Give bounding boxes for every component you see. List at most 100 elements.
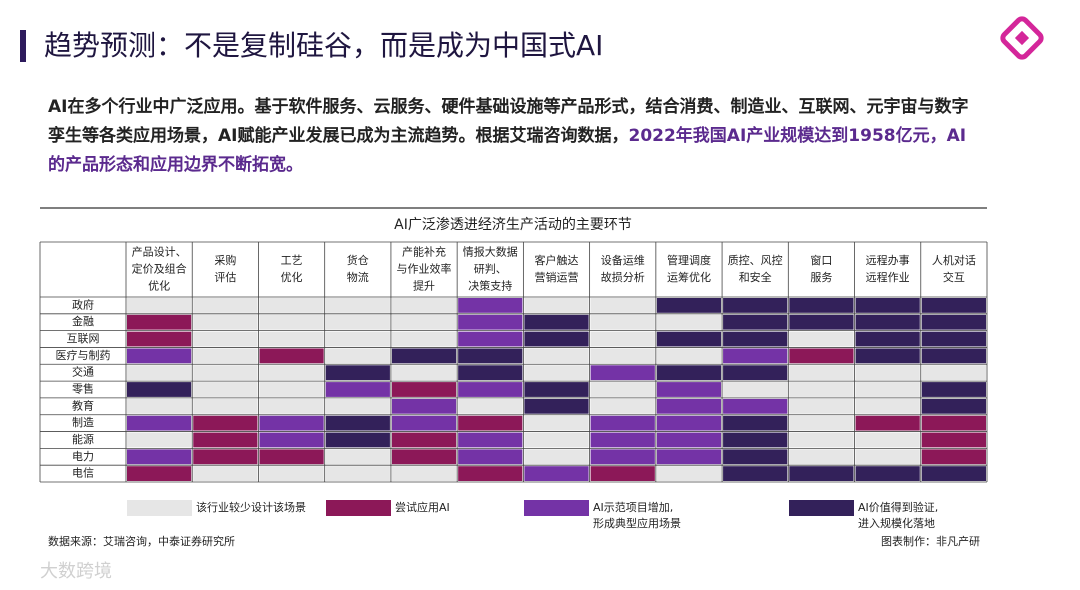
body-segment: AI在多个行业中广泛应用。基于软件服务、云服务、硬件基础设施等产品形式，结合消费… <box>48 97 969 146</box>
cell <box>127 382 192 397</box>
cell <box>921 348 986 364</box>
cell <box>259 398 324 414</box>
cell <box>127 398 192 414</box>
row-label: 电力 <box>72 450 94 463</box>
cell <box>656 382 722 397</box>
cell <box>921 298 986 313</box>
cell <box>656 466 722 481</box>
cell <box>391 449 457 465</box>
cell <box>524 382 589 397</box>
cell <box>921 449 986 465</box>
cell <box>259 365 324 381</box>
row-label: 政府 <box>72 297 94 311</box>
cell <box>391 348 457 364</box>
cell <box>590 382 655 397</box>
cell <box>590 314 655 330</box>
cell <box>193 365 258 381</box>
cell <box>656 365 722 381</box>
cell <box>855 398 920 414</box>
legend-label: AI价值得到验证, <box>858 500 938 514</box>
cell <box>259 415 324 431</box>
cell <box>127 348 192 364</box>
cell <box>259 331 324 347</box>
cell <box>723 432 788 448</box>
cell <box>921 466 986 481</box>
column-header: 采购 <box>214 253 236 267</box>
cell <box>524 331 589 347</box>
cell <box>127 331 192 347</box>
cell <box>789 466 854 481</box>
cell <box>590 466 655 481</box>
column-header: 人机对话 <box>932 253 976 267</box>
cell <box>656 432 722 448</box>
column-header: 设备运维 <box>601 253 645 267</box>
legend-swatch <box>127 500 192 516</box>
column-header: 营销运营 <box>535 270 579 284</box>
cell <box>590 365 655 381</box>
row-label: 互联网 <box>67 332 100 345</box>
cell <box>590 398 655 414</box>
column-header: 评估 <box>214 271 236 284</box>
cell <box>127 314 192 330</box>
cell <box>458 348 523 364</box>
column-header: 与作业效率 <box>397 262 452 276</box>
cell <box>391 432 457 448</box>
legend-swatch <box>789 500 854 516</box>
cell <box>855 415 920 431</box>
cell <box>921 314 986 330</box>
cell <box>193 382 258 397</box>
row-label: 制造 <box>72 415 94 429</box>
cell <box>590 298 655 313</box>
row-label: 电信 <box>72 467 94 480</box>
cell <box>656 398 722 414</box>
cell <box>391 466 457 481</box>
column-header: 优化 <box>148 279 170 293</box>
row-label: 能源 <box>72 432 94 446</box>
legend-label: 尝试应用AI <box>395 500 450 514</box>
cell <box>259 432 324 448</box>
cell <box>259 348 324 364</box>
column-header: 窗口 <box>810 253 832 267</box>
cell <box>391 398 457 414</box>
cell <box>723 466 788 481</box>
logo <box>1000 16 1044 60</box>
cell <box>723 348 788 364</box>
column-header: 运筹优化 <box>667 270 711 284</box>
cell <box>656 348 722 364</box>
cell <box>855 382 920 397</box>
cell <box>789 348 854 364</box>
column-header: 货仓 <box>347 253 369 267</box>
cell <box>325 449 390 465</box>
cell <box>855 365 920 381</box>
column-header: 研判、 <box>474 263 507 276</box>
cell <box>325 365 390 381</box>
cell <box>193 398 258 414</box>
column-header: 物流 <box>347 270 369 284</box>
cell <box>325 466 390 481</box>
cell <box>855 432 920 448</box>
cell <box>193 432 258 448</box>
cell <box>193 314 258 330</box>
cell <box>921 415 986 431</box>
cell <box>855 348 920 364</box>
body-text: AI在多个行业中广泛应用。基于软件服务、云服务、硬件基础设施等产品形式，结合消费… <box>48 93 983 180</box>
cell <box>458 449 523 465</box>
cell <box>259 466 324 481</box>
cell <box>855 298 920 313</box>
cell <box>458 466 523 481</box>
cell <box>325 415 390 431</box>
cell <box>590 415 655 431</box>
cell <box>193 331 258 347</box>
column-header: 情报大数据 <box>463 245 518 259</box>
watermark: 大数跨境 <box>40 561 112 582</box>
cell <box>458 365 523 381</box>
cell <box>921 331 986 347</box>
table-title: AI广泛渗透进经济生产活动的主要环节 <box>394 217 632 233</box>
cell <box>789 314 854 330</box>
cell <box>723 298 788 313</box>
cell <box>590 449 655 465</box>
cell <box>458 314 523 330</box>
highlight-text: 2022年我国AI产业规模达到1958亿元，AI的产品形态和应用边界不断拓宽。 <box>48 126 967 175</box>
cell <box>458 382 523 397</box>
